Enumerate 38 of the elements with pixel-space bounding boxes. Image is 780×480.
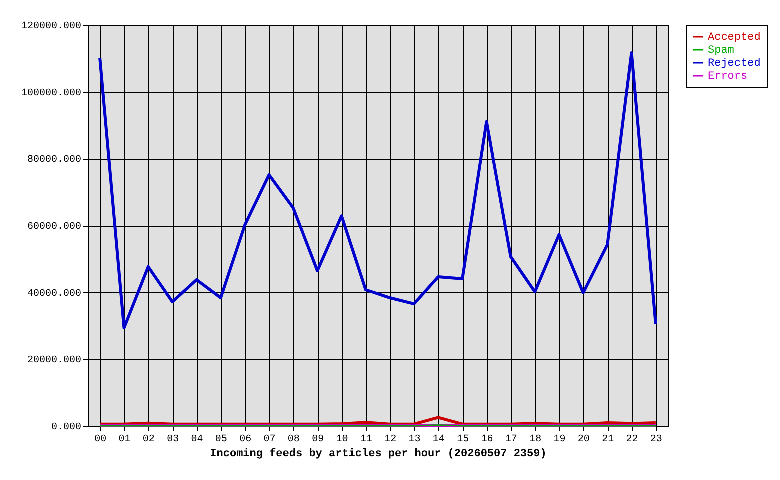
x-axis-title: Incoming feeds by articles per hour (20260507 2359) [210, 448, 547, 460]
y-tick-label: 120000.000 [21, 22, 82, 32]
x-tick-label: 21 [602, 434, 614, 446]
legend-label: Accepted [708, 32, 761, 44]
x-tick-label: 18 [530, 434, 542, 446]
y-tick-label: 40000.000 [27, 288, 82, 300]
y-tick-label: 60000.000 [27, 222, 82, 233]
x-tick-label: 17 [505, 434, 518, 446]
legend-label: Errors [708, 71, 748, 83]
x-tick-label: 22 [626, 434, 638, 446]
x-tick-label: 15 [457, 434, 470, 446]
x-tick-label: 23 [650, 434, 662, 446]
x-tick-label: 20 [578, 434, 590, 446]
x-tick-label: 04 [191, 434, 204, 446]
x-tick-label: 06 [240, 434, 252, 446]
y-tick-label: 80000.000 [27, 155, 82, 166]
x-tick-label: 16 [481, 434, 494, 446]
x-tick-label: 14 [432, 434, 445, 446]
x-tick-label: 07 [264, 434, 276, 446]
x-tick-label: 02 [142, 434, 155, 446]
legend-label: Rejected [708, 58, 761, 70]
x-tick-label: 10 [336, 434, 348, 446]
legend-label: Spam [708, 45, 735, 57]
y-tick-label: 0.000 [51, 422, 82, 434]
x-tick-label: 12 [384, 434, 397, 446]
line-series [98, 416, 658, 426]
x-tick-label: 13 [408, 434, 421, 446]
x-tick-label: 11 [360, 434, 372, 446]
x-tick-label: 03 [167, 434, 180, 446]
x-tick-label: 19 [554, 434, 566, 446]
x-tick-label: 08 [288, 434, 300, 446]
x-tick-label: 09 [312, 434, 324, 446]
y-tick-label: 20000.000 [27, 356, 82, 367]
x-tick-label: 05 [215, 434, 228, 446]
x-tick-label: 00 [94, 434, 107, 446]
line-series [98, 52, 658, 330]
y-tick-label: 100000.000 [21, 88, 82, 100]
x-tick-label: 01 [118, 434, 131, 446]
